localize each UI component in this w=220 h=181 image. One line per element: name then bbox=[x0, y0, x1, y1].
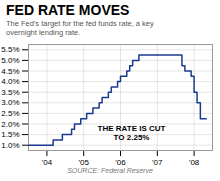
svg-text:2.5%: 2.5% bbox=[1, 109, 19, 118]
svg-text:4.0%: 4.0% bbox=[1, 77, 19, 86]
svg-text:5.5%: 5.5% bbox=[1, 45, 19, 54]
svg-text:2.0%: 2.0% bbox=[1, 120, 19, 129]
svg-text:'04: '04 bbox=[42, 158, 53, 166]
svg-text:'05: '05 bbox=[78, 158, 89, 166]
svg-text:THE RATE IS CUTTO 2.25%: THE RATE IS CUTTO 2.25% bbox=[98, 124, 166, 143]
svg-text:3.0%: 3.0% bbox=[1, 98, 19, 107]
html-text:SOURCE: Federal Reserve: SOURCE: Federal Reserve bbox=[67, 167, 153, 174]
svg-text:3.5%: 3.5% bbox=[1, 88, 19, 97]
svg-text:'06: '06 bbox=[115, 158, 126, 166]
svg-text:4.5%: 4.5% bbox=[1, 67, 19, 76]
svg-text:5.0%: 5.0% bbox=[1, 56, 19, 65]
svg-text:1.0%: 1.0% bbox=[1, 141, 19, 150]
svg-text:'08: '08 bbox=[189, 158, 200, 166]
html-text:The Fed's target for the fed f: The Fed's target for the fed funds rate,… bbox=[6, 19, 154, 37]
html-text:FED RATE MOVES: FED RATE MOVES bbox=[6, 2, 130, 18]
svg-text:1.5%: 1.5% bbox=[1, 130, 19, 139]
svg-text:'07: '07 bbox=[152, 158, 163, 166]
